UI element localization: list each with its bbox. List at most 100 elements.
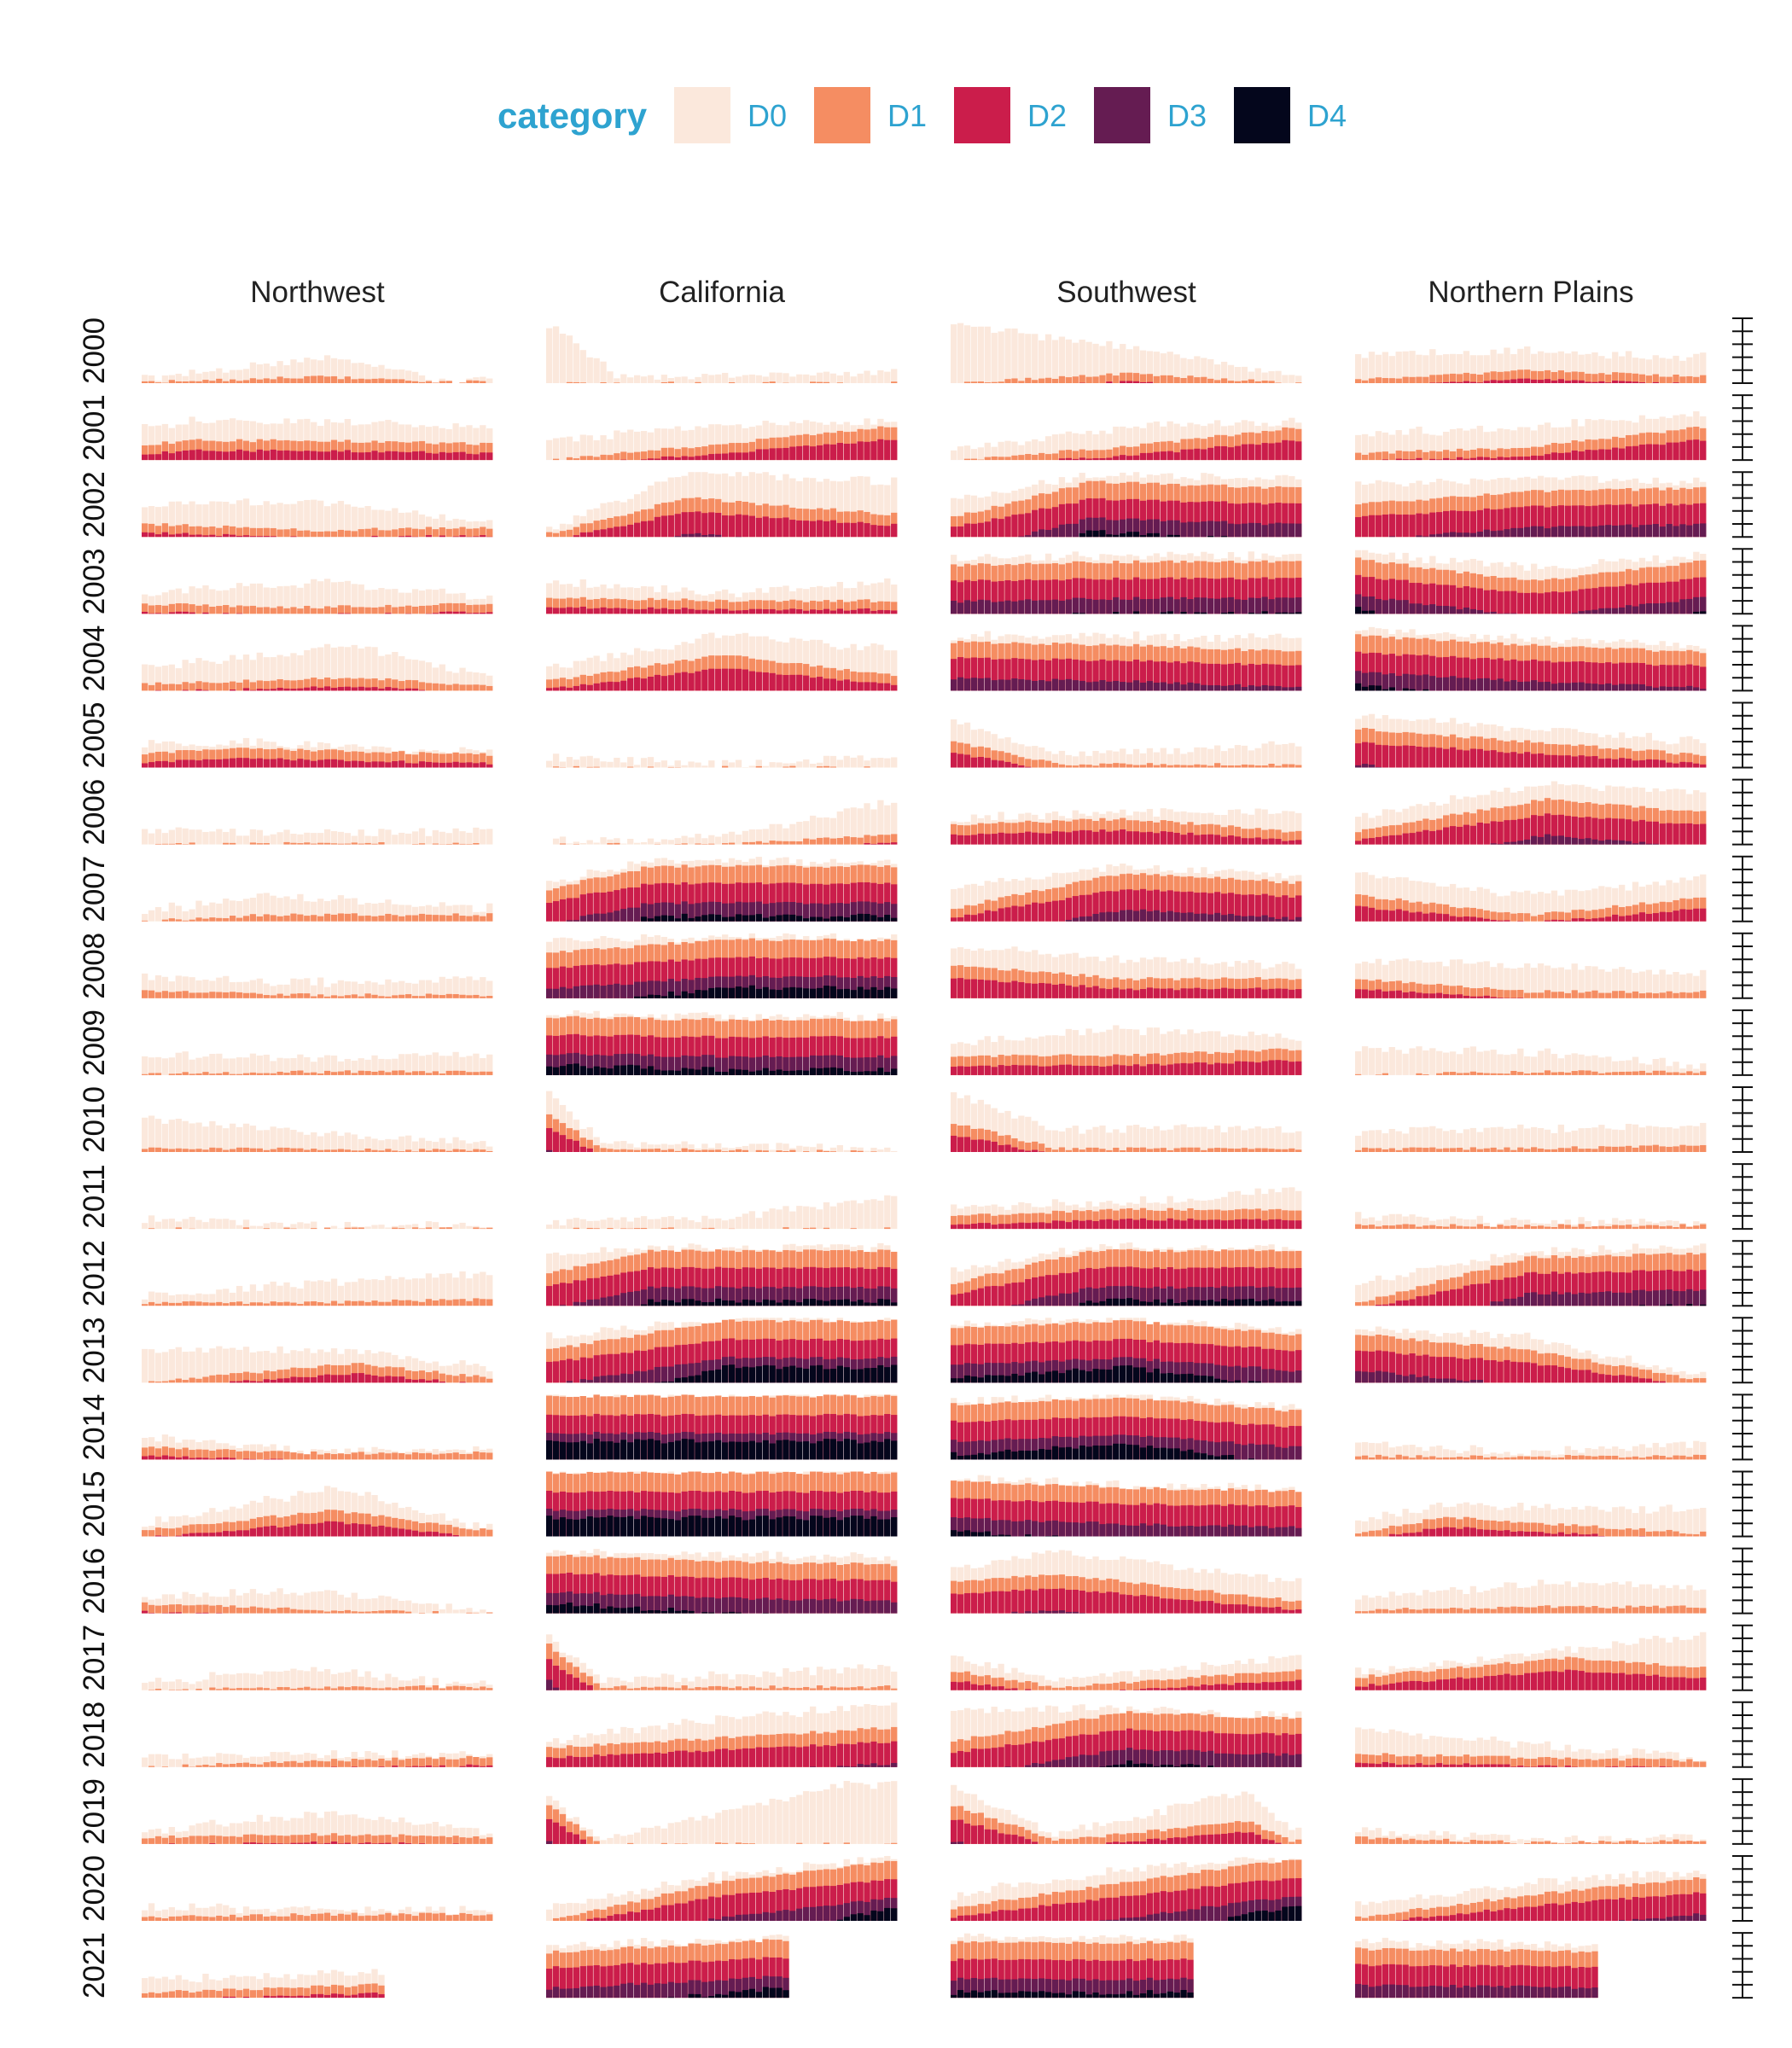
bar-northwest-2020-w19-d1 [263,1916,270,1921]
bar-northwest-2002-w39-d1 [399,527,405,538]
bar-california-2004-w48-d0 [864,646,870,691]
bar-northwest-2019-w36-d1 [378,1835,385,1844]
bar-california-2004-w21-d2 [681,672,688,691]
bar-northwest-2006-w46-d1 [445,844,452,845]
bar-northwest-2009-w41-d0 [411,1053,419,1075]
bar-california-2001-w33-d2 [762,449,769,461]
bar-california-2005-w23-d0 [695,762,701,768]
bar-northwest-2001-w17-d1 [249,442,257,461]
bar-california-2006-w16-d0 [647,838,655,845]
bar-northwest-2001-w10-d2 [202,451,209,461]
bar-northwest-2020-w23-d1 [290,1913,297,1921]
bar-california-2006-w45-d1 [843,836,850,845]
bar-northwest-2008-w1-d1 [142,990,148,998]
bar-california-2012-w48-d2 [864,1268,870,1306]
bar-california-2000-w33-d0 [762,376,769,383]
bar-northwest-2013-w40-d1 [405,1370,412,1383]
bar-northwest-2018-w29-d0 [330,1750,338,1767]
bar-northwest-2017-w5-d0 [168,1681,176,1690]
bar-california-2003-w18-d1 [660,598,668,614]
bar-northwest-2015-w9-d1 [195,1524,202,1537]
bar-california-2007-w5-d3 [573,920,580,922]
bar-northwest-2004-w17-d1 [249,682,257,691]
bar-northwest-2009-w10-d1 [202,1072,209,1075]
bar-northwest-2007-w43-d0 [425,905,433,922]
bar-northwest-2003-w21-d1 [276,606,283,614]
bar-northwest-2018-w42-d2 [418,1766,426,1767]
bar-northwest-2005-w45-d1 [439,753,445,768]
bar-northwest-2008-w27-d1 [317,994,324,998]
bar-northwest-2016-w33-d0 [358,1598,364,1614]
bar-california-2008-w52-d3 [891,976,898,998]
bar-california-2008-w43-d4 [829,986,837,998]
bar-northwest-2010-w20-d0 [270,1126,276,1152]
bar-california-2004-w31-d2 [748,671,756,691]
bar-northwest-2005-w1-d1 [142,754,148,768]
bar-northwest-2003-w27-d0 [317,581,324,614]
bar-northwest-2015-w22-d1 [283,1516,290,1537]
bar-northwest-2009-w13-d0 [223,1058,230,1075]
panel-northwest-2002 [142,498,493,538]
bar-northwest-2020-w10-d1 [202,1916,209,1921]
bar-northwest-2010-w48-d1 [459,1149,466,1152]
bar-northwest-2010-w52-d1 [486,1151,493,1152]
bar-northwest-2016-w11-d0 [209,1596,216,1614]
bar-california-2006-w33-d0 [762,829,769,845]
bar-northwest-2019-w32-d1 [351,1836,358,1844]
bar-northwest-2008-w3-d1 [154,992,162,998]
bar-northwest-2014-w44-d1 [432,1454,439,1460]
bar-northwest-2001-w4-d1 [161,441,169,461]
bar-california-2010-w14-d0 [634,1147,641,1152]
bar-northwest-2001-w30-d1 [337,441,345,461]
bar-california-2012-w50-d4 [877,1299,884,1306]
bar-northwest-2002-w42-d0 [418,514,426,538]
bar-northwest-2017-w29-d1 [330,1688,338,1690]
bar-california-2007-w22-d2 [688,884,695,922]
bar-northwest-2004-w20-d1 [270,680,276,691]
bar-northwest-2006-w36-d0 [378,829,385,845]
bar-california-2006-w25-d0 [708,835,715,845]
bar-northwest-2013-w12-d0 [216,1346,223,1383]
bar-northwest-2010-w14-d0 [230,1123,236,1152]
bar-northwest-2017-w2-d0 [148,1681,155,1690]
bar-northwest-2017-w3-d1 [154,1689,162,1690]
bar-northwest-2001-w28-d2 [323,451,331,461]
bar-california-2003-w17-d1 [654,600,661,614]
bar-california-2011-w5-d1 [573,1227,580,1230]
bar-northwest-2010-w7-d0 [182,1120,189,1152]
bar-northwest-2008-w39-d0 [399,980,405,998]
bar-northwest-2013-w6-d0 [175,1347,182,1383]
bar-northwest-2017-w49-d1 [466,1686,473,1690]
bar-northwest-2003-w25-d0 [304,583,311,614]
bar-northwest-2021-w29-d0 [330,1969,338,1999]
bar-california-2007-w19-d4 [667,916,674,922]
bar-california-2012-w35-d2 [776,1268,783,1306]
bar-california-2008-w17-d3 [654,980,661,998]
bar-california-2007-w10-d3 [607,912,614,922]
bar-california-2013-w5-d2 [573,1360,580,1383]
bar-california-2001-w25-d0 [708,424,715,461]
bar-northwest-2005-w20-d1 [270,748,276,768]
panel-california-2014 [546,1394,898,1460]
bar-california-2000-w19-d1 [667,381,674,383]
bar-northwest-2015-w46-d2 [445,1533,452,1537]
bar-california-2001-w22-d2 [688,457,695,461]
bar-california-2008-w24-d4 [701,990,708,998]
bar-california-2007-w24-d4 [701,915,708,922]
bar-northwest-2011-w2-d1 [148,1228,155,1230]
panel-northwest-2020 [142,1903,493,1921]
bar-northwest-2021-w6-d0 [175,1975,182,1999]
bar-california-2003-w41-d2 [816,609,823,614]
bar-northwest-2013-w22-d0 [283,1353,290,1383]
bar-northwest-2015-w21-d1 [276,1517,283,1537]
bar-northwest-2003-w13-d2 [223,613,230,614]
bar-northwest-2001-w25-d0 [304,418,311,461]
bar-northwest-2002-w46-d0 [445,521,452,538]
bar-california-2006-w38-d0 [796,822,803,845]
bar-northwest-2002-w13-d0 [223,501,230,538]
bar-northwest-2006-w39-d0 [399,832,405,845]
bar-northwest-2012-w19-d1 [263,1303,270,1306]
bar-california-2003-w40-d0 [810,587,817,614]
bar-california-2011-w24-d1 [701,1228,708,1230]
bar-northwest-2021-w31-d1 [344,1987,352,1999]
